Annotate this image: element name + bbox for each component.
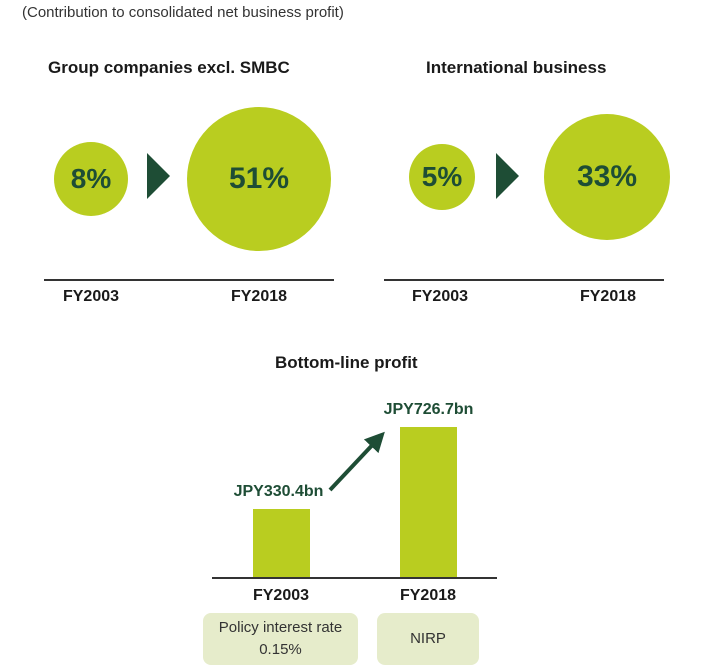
group-baseline	[44, 279, 334, 281]
intl-baseline	[384, 279, 664, 281]
group-companies-title: Group companies excl. SMBC	[48, 58, 290, 77]
growth-arrow-icon	[496, 153, 519, 199]
group-year-fy2003: FY2003	[62, 288, 120, 305]
bottom-line-title: Bottom-line profit	[275, 353, 418, 372]
group-fy2018-value: 51%	[228, 162, 290, 195]
bar-year-fy2018: FY2018	[399, 587, 457, 604]
international-title: International business	[426, 58, 607, 77]
intl-fy2018-bubble: 33%	[544, 114, 670, 240]
intl-fy2003-value: 5%	[421, 161, 463, 192]
intl-year-fy2003: FY2003	[411, 288, 469, 305]
bar-value-label: JPY726.7bn	[383, 401, 474, 418]
intl-year-fy2018: FY2018	[579, 288, 637, 305]
bar-fy2018	[400, 427, 457, 577]
policy-rate-label: Policy interest rate	[218, 619, 343, 636]
chart-caption: (Contribution to consolidated net busine…	[22, 4, 344, 21]
nirp-note: NIRP	[377, 613, 479, 665]
policy-rate-value: 0.15%	[259, 641, 302, 658]
policy-rate-note: Policy interest rate 0.15%	[203, 613, 358, 665]
intl-fy2003-bubble: 5%	[409, 144, 475, 210]
bar-value-label: JPY330.4bn	[233, 482, 324, 500]
group-fy2003-bubble: 8%	[54, 142, 128, 216]
bar-baseline	[212, 577, 497, 579]
group-fy2018-bubble: 51%	[187, 107, 331, 251]
growth-arrow-icon	[147, 153, 170, 199]
bar-fy2003	[253, 508, 310, 577]
intl-fy2018-value: 33%	[576, 160, 638, 193]
nirp-label: NIRP	[410, 630, 446, 647]
group-year-fy2018: FY2018	[230, 288, 288, 305]
group-fy2003-value: 8%	[70, 163, 112, 194]
bar-year-fy2003: FY2003	[252, 587, 310, 604]
